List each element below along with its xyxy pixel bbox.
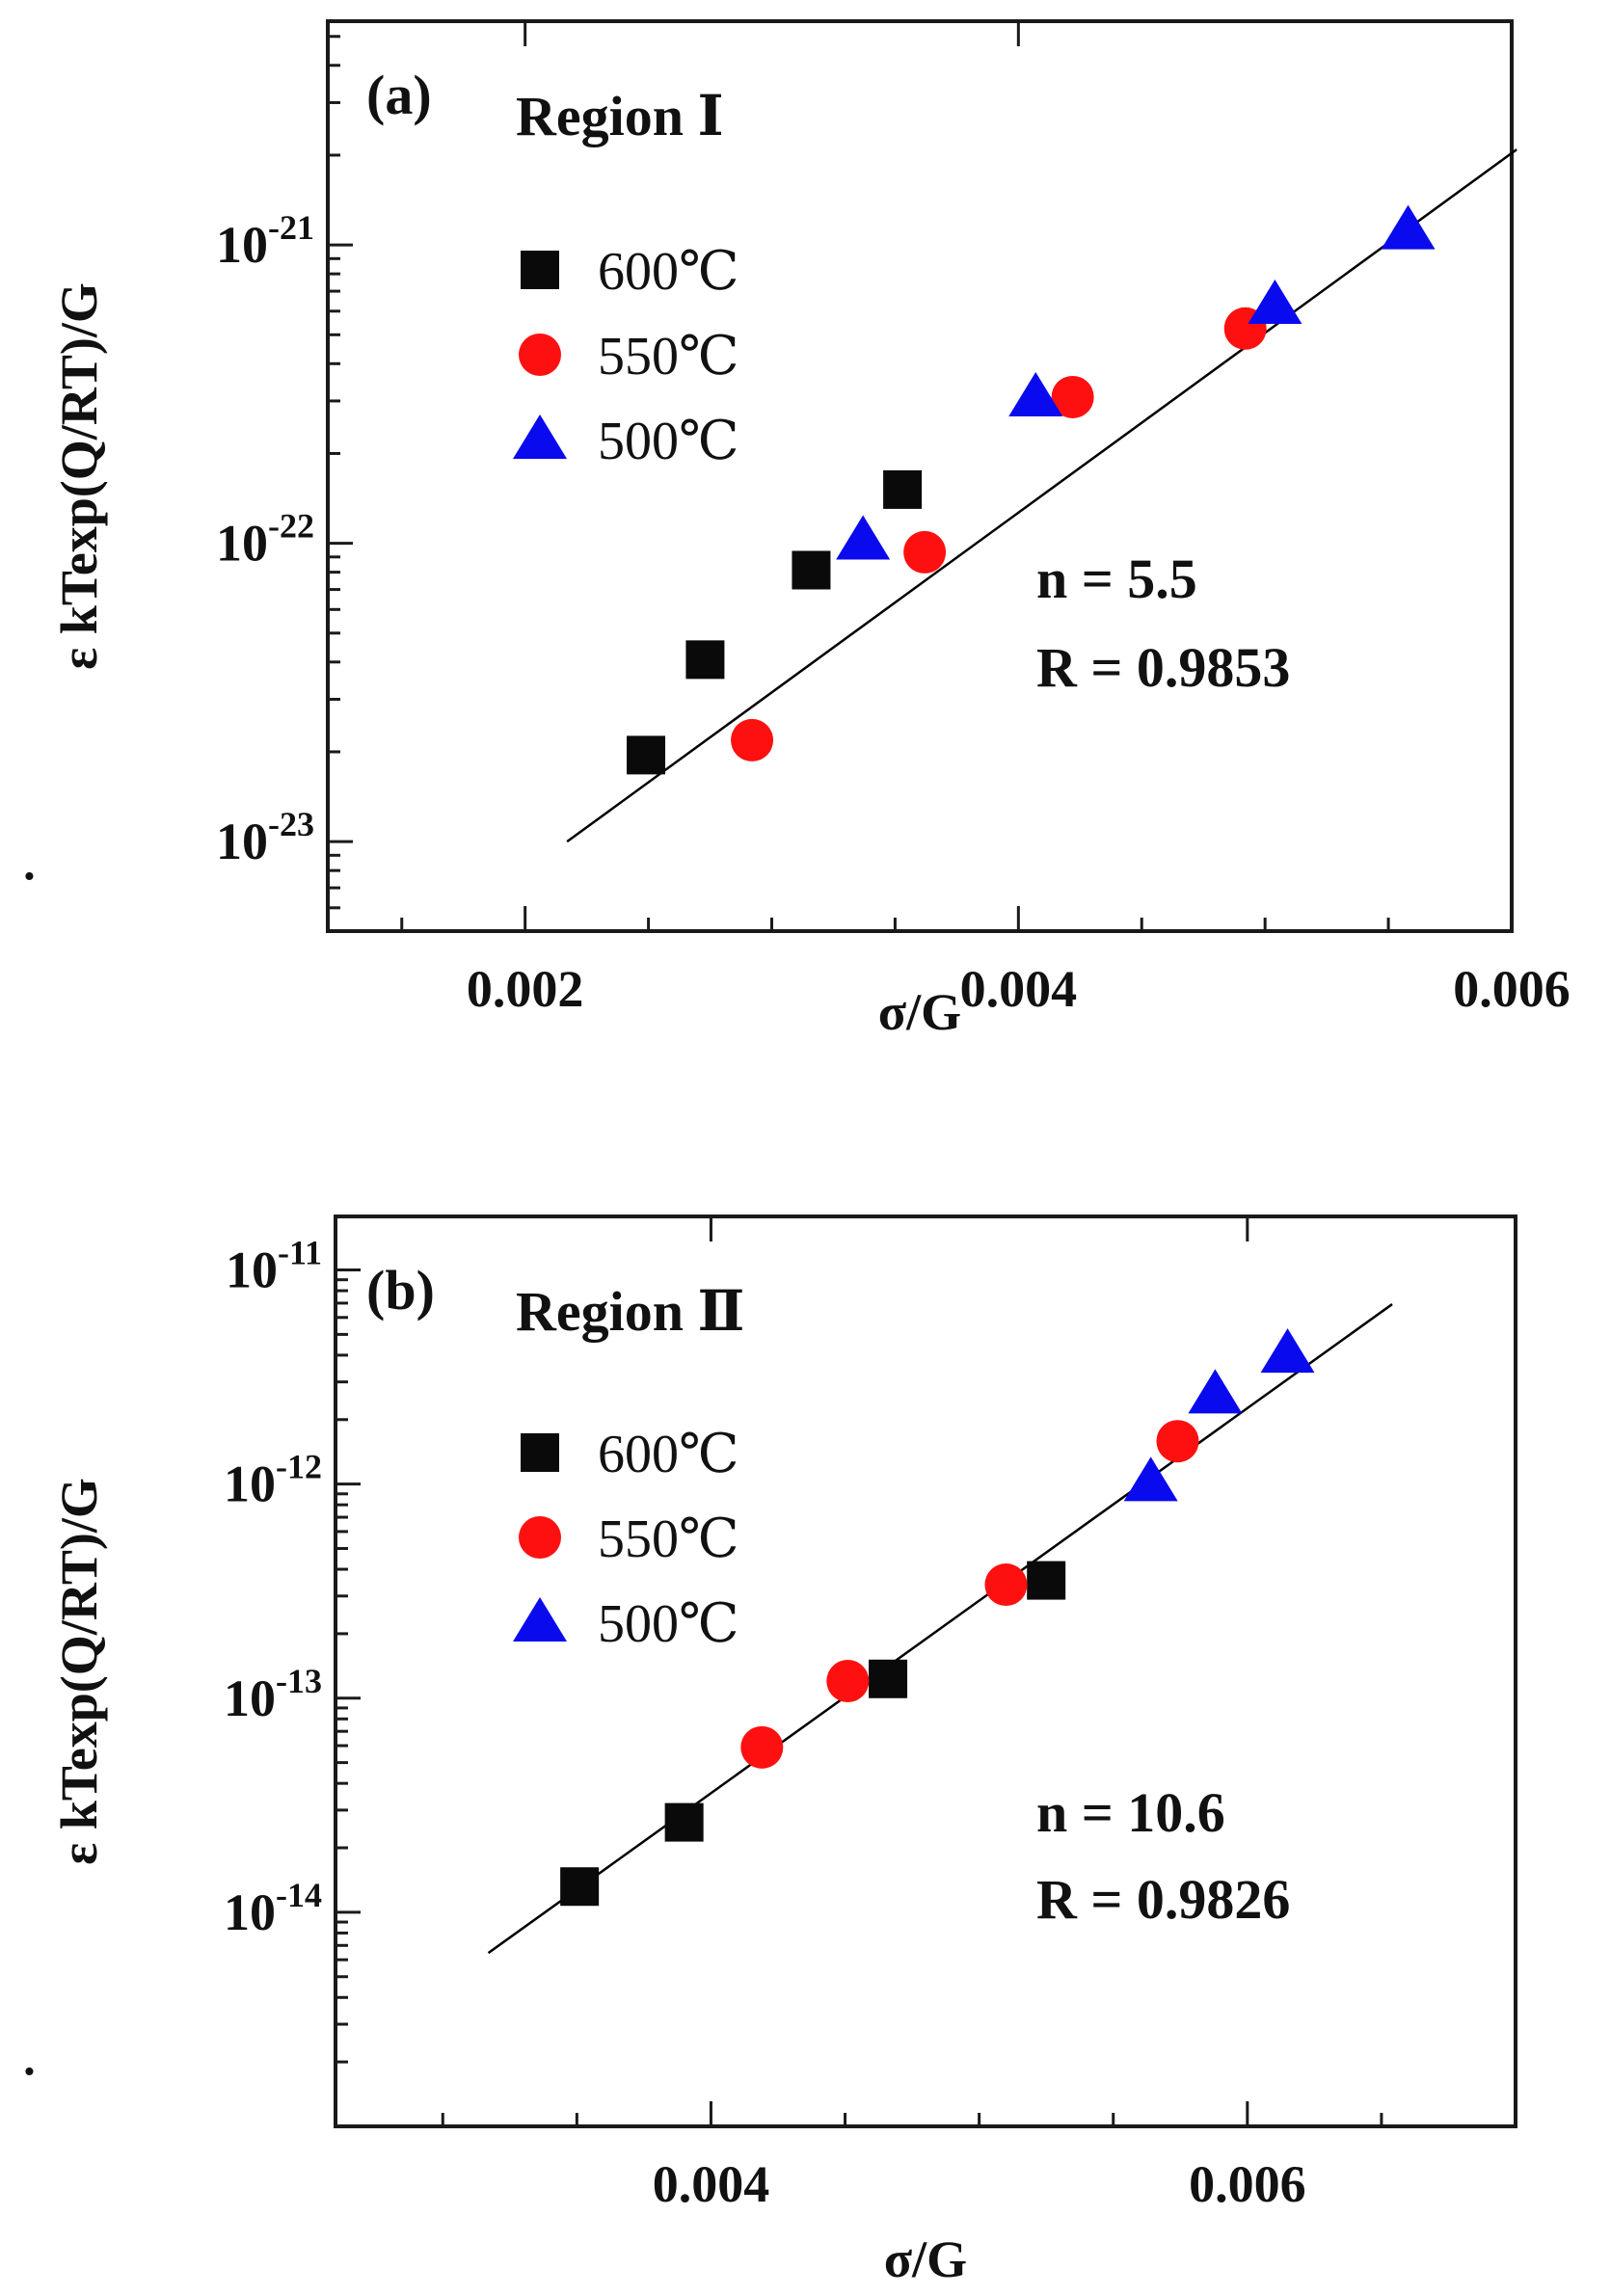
panel-a-y-tick-exponent: -22 [268,507,314,546]
panel-b-point-550c [826,1659,870,1702]
panel-a-plot-frame [326,19,1514,933]
panel-a-y-tick-base: 10 [216,216,268,274]
panel-a-point-600c [685,640,725,680]
panel-b-point-550c [984,1563,1028,1607]
panel-b-legend-marker-600c [521,1433,559,1472]
panel-b-fit-line [487,1303,1393,1955]
panel-a-exponent-n: n = 5.5 [1036,547,1197,610]
panel-b-y-tick-base: 10 [224,1455,276,1513]
panel-b-y-tick-exponent: -11 [278,1234,322,1272]
panel-b-y-tick-base: 10 [224,1669,276,1727]
panel-a-y-tick-label: 10-22 [216,507,314,573]
panel-b-point-550c [740,1725,784,1769]
panel-a-point-500c [836,515,891,560]
panel-b-y-tick-base: 10 [226,1241,278,1299]
panel-a-y-tick-exponent: -23 [268,805,314,843]
panel-a-point-600c [792,550,831,590]
panel-b-point-550c [1156,1420,1199,1463]
panel-a-x-tick-label: 0.002 [467,960,584,1018]
panel-b-legend-label: 500℃ [598,1594,739,1654]
panel-a-x-tick-label: 0.004 [960,960,1078,1018]
panel-b-plot-frame [334,1215,1517,2128]
panel-b-point-600c [1027,1561,1066,1600]
panel-a-legend-label: 550℃ [598,327,739,387]
panel-a-point-600c [627,735,666,775]
panel-a-correlation-r: R = 0.9853 [1036,636,1290,699]
panel-a-region-label: Region Ⅰ [516,85,724,147]
panel-a-point-550c [903,530,947,574]
panel-a-point-550c [731,718,774,761]
panel-b-legend-marker-550c [519,1516,561,1559]
panel-a-legend-marker-600c [521,251,559,289]
panel-a-y-tick-exponent: -21 [268,208,314,247]
panel-a-legend-label: 500℃ [598,412,739,471]
panel-a-y-axis-label: ε kTexp(Q/RT)/G [50,282,108,670]
panel-b-y-tick-label: 10-13 [224,1662,322,1727]
panel-b-y-axis-label-dot: ˙ [15,2063,73,2080]
panel-b-y-tick-exponent: -13 [276,1662,322,1700]
panel-a-y-axis-label-expression: kTexp(Q/RT)/G [50,282,108,634]
panel-b-chart: 0.004 0.00610-1410-1310-1210-11600℃550℃50… [15,1215,1517,2288]
panel-b-region-label: Region Ⅱ [516,1280,744,1343]
panel-b-panel-label: (b) [366,1259,435,1322]
panel-a-y-tick-label: 10-23 [216,805,314,870]
panel-b-y-tick-label: 10-14 [224,1876,322,1941]
panel-a-legend-marker-550c [519,334,561,376]
panel-a-y-tick-base: 10 [216,515,268,573]
panel-b-legend-marker-500c [513,1597,567,1642]
panel-a-y-tick-label: 10-21 [216,208,314,274]
panel-b-y-axis-label: ε kTexp(Q/RT)/G [50,1478,108,1865]
panel-b-y-axis-label-expression: kTexp(Q/RT)/G [50,1478,108,1829]
panel-b-point-500c [1260,1328,1315,1374]
panel-b-legend-label: 550℃ [598,1509,739,1569]
panel-b-legend-label: 600℃ [598,1425,739,1484]
panel-b-exponent-n: n = 10.6 [1036,1781,1225,1844]
panel-b-y-tick-base: 10 [224,1883,276,1941]
panel-a-point-500c [1248,280,1302,325]
panel-a-point-600c [883,469,923,509]
panel-a-point-550c [1051,375,1094,418]
panel-b-correlation-r: R = 0.9826 [1036,1868,1290,1931]
panel-b-point-500c [1188,1369,1243,1414]
panel-a-x-tick-label: 0.006 [1453,960,1571,1018]
panel-a-y-axis-label-dot: ˙ [15,868,73,885]
panel-b-x-tick-label: 0.004 [653,2155,770,2213]
panel-b-y-tick-label: 10-12 [224,1448,322,1513]
panel-a-fit-line [566,148,1517,843]
panel-b-x-tick-label: 0.006 [1189,2155,1306,2213]
panel-b-y-axis-label-epsilon: ε [50,1829,108,1865]
panel-a-legend-label: 600℃ [598,242,739,302]
panel-b-point-600c [664,1802,704,1842]
panel-b-point-600c [560,1867,600,1907]
panel-a-panel-label: (a) [366,64,432,126]
panel-b-point-600c [869,1659,908,1698]
panel-b-point-500c [1123,1456,1178,1502]
panel-a-legend-marker-500c [513,414,567,459]
panel-a-point-500c [1381,204,1436,250]
panel-a-x-axis-label: σ/G [878,983,961,1041]
panel-a-chart: 0.002 0.004 0.00610-2310-2210-21600℃550℃50… [15,19,1571,1041]
panel-a-y-axis-label-epsilon: ε [50,634,108,670]
panel-b-y-tick-label: 10-11 [226,1234,322,1299]
panel-a-y-tick-base: 10 [216,813,268,870]
panel-a-point-500c [1008,371,1063,416]
panel-b-x-axis-label: σ/G [884,2230,967,2288]
panel-b-y-tick-exponent: -14 [276,1876,322,1914]
panel-b-y-tick-exponent: -12 [276,1448,322,1486]
